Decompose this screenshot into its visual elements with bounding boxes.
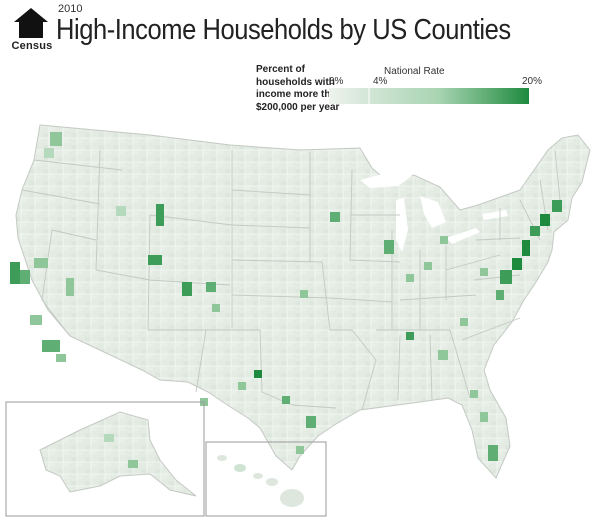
state-borders [21, 149, 561, 411]
us-county-map [5, 124, 591, 517]
year-label: 2010 [58, 3, 83, 15]
alaska-inset [5, 401, 205, 517]
logo-text: Census [11, 40, 53, 52]
legend-national-rate-label: National Rate [384, 66, 445, 77]
hawaii-inset [205, 441, 327, 517]
page-title: High-Income Households by US Counties [56, 14, 511, 46]
lake-huron [420, 196, 446, 228]
legend: Percent of households with income more t… [256, 64, 596, 126]
legend-max-label: 20% [522, 76, 543, 87]
lake-superior [360, 172, 412, 188]
census-logo: Census [6, 4, 58, 60]
header: Census 2010 High-Income Households by US… [6, 3, 596, 64]
legend-color-ramp [329, 88, 529, 104]
legend-national-rate-value: 4% [373, 76, 388, 87]
legend-description: Percent of households with income more t… [256, 64, 343, 113]
lake-michigan [396, 198, 408, 252]
legend-min-label: 0% [329, 76, 344, 87]
lake-erie [446, 228, 480, 244]
lake-ontario [482, 210, 508, 220]
high-income-counties [10, 132, 562, 461]
house-icon [14, 8, 48, 38]
